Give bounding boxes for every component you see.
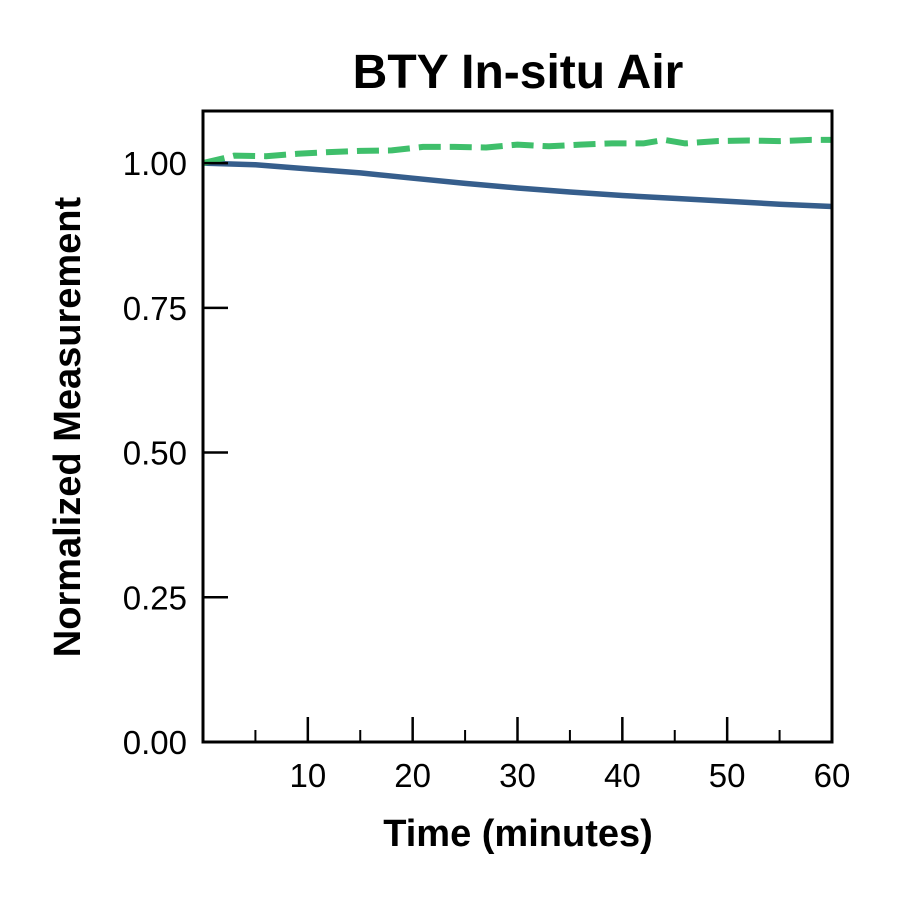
x-axis-label: Time (minutes) xyxy=(383,813,653,855)
chart-title: BTY In-situ Air xyxy=(353,46,684,99)
x-tick-label: 30 xyxy=(499,757,536,794)
x-tick-label: 40 xyxy=(604,757,641,794)
y-tick-label: 0.75 xyxy=(123,290,187,327)
series-line-1 xyxy=(202,160,833,210)
y-tick-label: 0.25 xyxy=(123,579,187,616)
x-tick-label: 50 xyxy=(709,757,746,794)
y-tick-label: 0.50 xyxy=(123,435,187,472)
series-line-2 xyxy=(202,136,832,167)
x-tick-label: 20 xyxy=(394,757,431,794)
x-tick-label: 10 xyxy=(289,757,326,794)
plot-area: 0.00 0.25 0.50 0.75 1.00 10 20 30 40 50 60 xyxy=(123,109,851,794)
y-axis-label: Normalized Measurement xyxy=(47,196,89,657)
y-tick-label: 1.00 xyxy=(123,145,187,182)
plot-frame xyxy=(201,109,834,744)
x-tick-label: 60 xyxy=(814,757,851,794)
y-tick-label: 0.00 xyxy=(123,724,187,761)
